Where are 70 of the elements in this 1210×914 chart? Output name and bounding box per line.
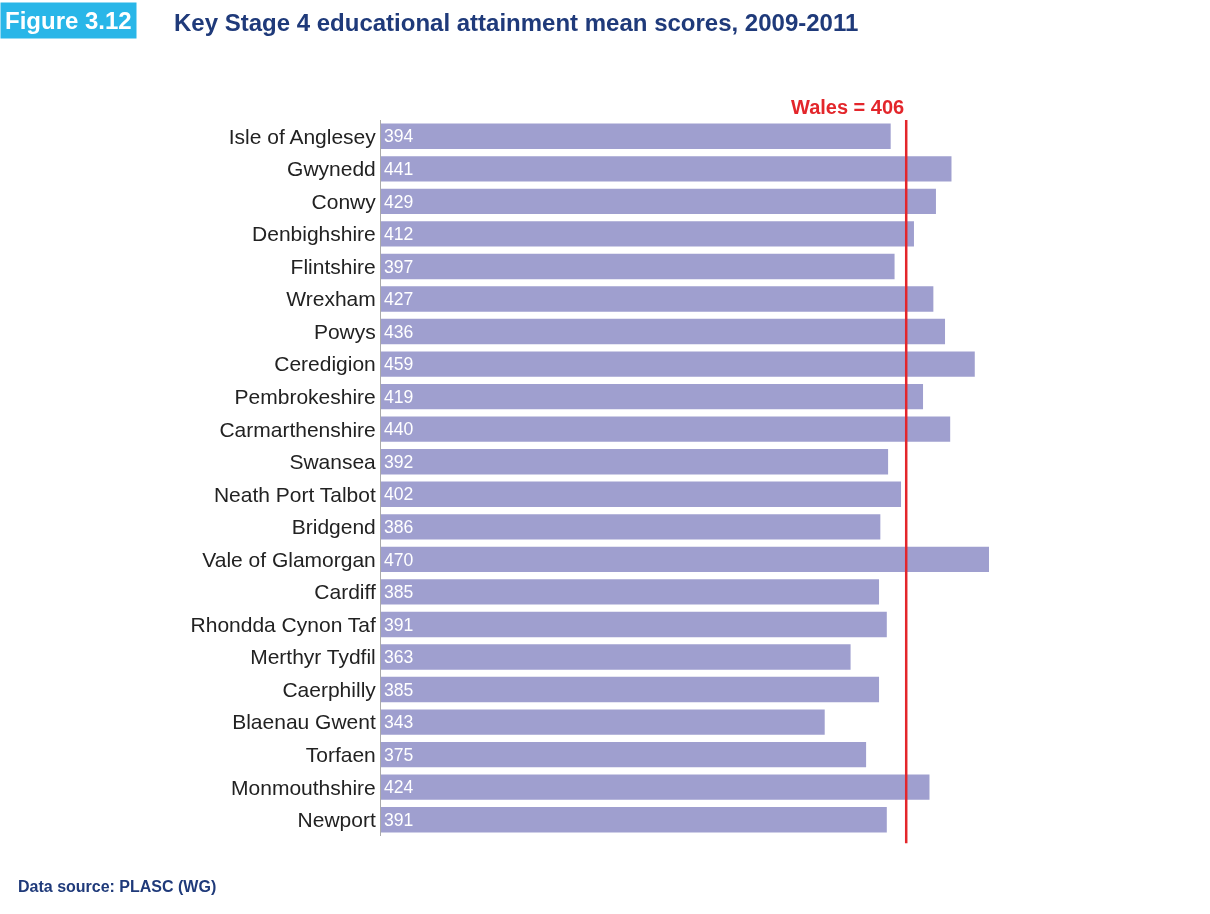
bar: [381, 514, 881, 540]
data-label: 375: [384, 744, 414, 765]
data-label: 386: [384, 516, 414, 537]
bar: [381, 123, 891, 149]
data-label: 419: [384, 386, 414, 407]
y-tick-label: Conwy: [311, 189, 377, 213]
bar: [381, 644, 851, 670]
y-tick-label: Merthyr Tydfil: [250, 645, 376, 669]
data-label: 424: [384, 777, 414, 798]
y-tick-label: Ceredigion: [274, 352, 376, 376]
bar: [381, 253, 895, 280]
data-label: 391: [384, 614, 414, 635]
bar: [381, 351, 975, 377]
y-tick-label: Pembrokeshire: [234, 384, 376, 408]
y-tick-label: Bridgend: [291, 515, 376, 539]
bar: [381, 188, 936, 215]
y-tick-label: Denbighshire: [252, 222, 376, 246]
bar: [381, 741, 867, 768]
bar: [381, 383, 924, 410]
bar: [381, 676, 880, 703]
bar: [381, 221, 914, 247]
y-tick-label: Isle of Anglesey: [228, 124, 377, 148]
data-label: 470: [384, 549, 414, 570]
data-label: 436: [384, 321, 414, 342]
ref-line-label: Wales = 406: [791, 96, 905, 118]
data-label: 441: [384, 158, 414, 179]
bar: [381, 156, 952, 182]
data-label: 392: [384, 451, 414, 472]
data-label: 440: [384, 419, 414, 440]
y-tick-label: Flintshire: [290, 254, 376, 278]
caption: Figure 3.12: [5, 7, 132, 34]
y-tick-label: Wrexham: [286, 287, 376, 311]
y-tick-label: Powys: [313, 319, 376, 343]
y-tick-label: Newport: [297, 808, 376, 832]
bar: [381, 579, 880, 605]
data-label: 385: [384, 582, 414, 603]
y-tick-label: Cardiff: [314, 580, 376, 604]
data-label: 391: [384, 809, 414, 830]
data-label: 343: [384, 712, 414, 733]
bar: [381, 709, 825, 735]
bar: [381, 318, 946, 345]
y-tick-label: Carmarthenshire: [219, 417, 376, 441]
y-tick-label: Monmouthshire: [231, 775, 376, 799]
y-tick-label: Swansea: [289, 450, 377, 474]
chart-title: Key Stage 4 educational attainment mean scores, 2009-2011: [174, 8, 859, 36]
y-tick-label: Caerphilly: [282, 677, 377, 701]
y-tick-label: Neath Port Talbot: [213, 482, 376, 506]
bar: [381, 481, 902, 507]
bar: [381, 449, 889, 475]
y-tick-label: Gwynedd: [287, 157, 376, 181]
data-label: 397: [384, 256, 414, 277]
y-tick-label: Rhondda Cynon Taf: [190, 612, 376, 636]
y-tick-label: Torfaen: [305, 742, 376, 766]
bar: [381, 774, 930, 800]
data-label: 429: [384, 191, 414, 212]
bar: [381, 416, 951, 442]
y-tick-label: Blaenau Gwent: [232, 710, 376, 734]
data-label: 412: [384, 224, 414, 245]
data-label: 363: [384, 647, 414, 668]
source-note: Data source: PLASC (WG): [18, 878, 217, 895]
bar: [381, 546, 989, 573]
data-label: 385: [384, 679, 414, 700]
bar: [381, 611, 887, 638]
data-label: 402: [384, 484, 414, 505]
data-label: 459: [384, 354, 414, 375]
y-tick-label: Vale of Glamorgan: [202, 547, 376, 571]
data-label: 394: [384, 126, 414, 147]
data-label: 427: [384, 289, 414, 310]
bar: [381, 286, 934, 312]
bar: [381, 807, 887, 833]
